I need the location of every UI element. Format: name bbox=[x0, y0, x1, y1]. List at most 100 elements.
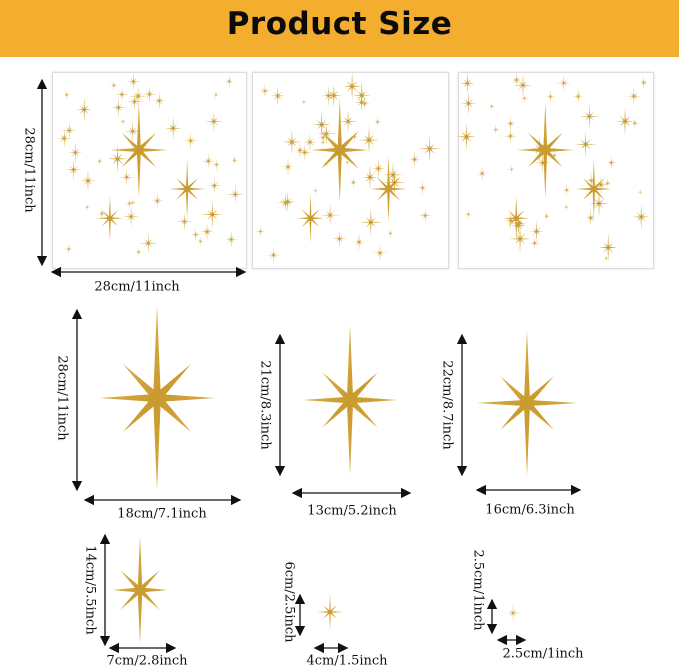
sheet-star-icon bbox=[545, 89, 556, 104]
sheet-star-icon bbox=[318, 130, 328, 145]
sheet-star-icon bbox=[382, 169, 407, 196]
sheet-star-icon bbox=[585, 209, 597, 227]
sheet-star-icon bbox=[603, 254, 609, 263]
sheet-height-label: 28cm/11inch bbox=[21, 127, 37, 213]
sheet-star-icon bbox=[588, 190, 610, 217]
sheet-star-icon bbox=[176, 212, 193, 232]
star-2-icon bbox=[302, 325, 398, 475]
sheet-star-icon bbox=[605, 155, 617, 171]
sheet-star-icon bbox=[508, 164, 516, 174]
sheet-star-icon bbox=[68, 141, 83, 164]
sheet-star-icon bbox=[575, 159, 612, 219]
star-1-icon bbox=[99, 305, 215, 491]
star-6-icon bbox=[504, 604, 522, 622]
sheet-star-icon bbox=[417, 135, 442, 163]
sheet-star-icon bbox=[370, 156, 407, 222]
sheet-star-icon bbox=[110, 97, 127, 118]
sheet-star-icon bbox=[57, 128, 72, 149]
sheet-star-icon bbox=[331, 229, 348, 249]
sheet-star-icon bbox=[460, 91, 477, 116]
sheet-star-icon bbox=[514, 73, 532, 98]
sheet-star-icon bbox=[119, 116, 127, 127]
star-5-width-label: 4cm/1.5inch bbox=[306, 653, 388, 669]
sheet-star-icon bbox=[572, 88, 584, 105]
sticker-sheet-2 bbox=[252, 72, 449, 269]
sheet-star-icon bbox=[277, 192, 295, 214]
sticker-sheet-3 bbox=[458, 72, 654, 269]
sheet-star-icon bbox=[201, 152, 215, 170]
sheet-star-icon bbox=[303, 132, 317, 152]
sheet-star-icon bbox=[352, 81, 371, 110]
star-5-height-label: 6cm/2.5inch bbox=[281, 561, 297, 643]
sheet-star-icon bbox=[128, 85, 148, 107]
sheet-star-icon bbox=[460, 72, 475, 95]
sheet-star-icon bbox=[110, 102, 168, 198]
star-5-icon bbox=[317, 593, 343, 631]
sheet-star-icon bbox=[417, 180, 428, 196]
sheet-star-icon bbox=[311, 97, 369, 203]
sheet-star-icon bbox=[508, 224, 532, 254]
sheet-star-icon bbox=[593, 175, 609, 195]
sheet-star-icon bbox=[359, 208, 383, 237]
sheet-star-icon bbox=[584, 172, 598, 189]
sheet-star-icon bbox=[109, 79, 119, 92]
sheet-star-icon bbox=[321, 85, 336, 107]
sheet-star-icon bbox=[503, 127, 518, 145]
sheet-star-icon bbox=[96, 155, 104, 167]
sheet-star-icon bbox=[96, 195, 124, 241]
sheet-star-icon bbox=[615, 106, 635, 136]
sheet-star-icon bbox=[266, 246, 281, 264]
sheet-star-icon bbox=[62, 120, 77, 140]
sheet-star-icon bbox=[384, 180, 395, 192]
sheet-star-icon bbox=[124, 197, 135, 210]
sheet-star-icon bbox=[320, 203, 340, 227]
sheet-star-icon bbox=[224, 230, 238, 249]
sheet-star-icon bbox=[115, 86, 129, 103]
sheet-star-icon bbox=[281, 157, 295, 176]
sheet-star-icon bbox=[207, 176, 222, 195]
sheet-star-icon bbox=[169, 159, 206, 219]
sheet-star-icon bbox=[312, 186, 319, 195]
sheet-star-icon bbox=[372, 244, 388, 262]
sheet-star-icon bbox=[122, 206, 140, 228]
sheet-star-icon bbox=[297, 193, 324, 243]
sheet-star-icon bbox=[226, 184, 244, 205]
sheet-star-icon bbox=[504, 211, 517, 230]
sheet-star-icon bbox=[151, 192, 164, 210]
sheet-star-icon bbox=[510, 71, 523, 89]
sheet-star-icon bbox=[639, 75, 649, 90]
star-4-width-label: 7cm/2.8inch bbox=[106, 653, 188, 669]
sheet-star-icon bbox=[627, 86, 641, 106]
sheet-star-icon bbox=[538, 138, 551, 158]
star-3-height-label: 22cm/8.7inch bbox=[439, 360, 455, 450]
star-4-height-label: 14cm/5.5inch bbox=[82, 545, 98, 635]
star-2-height-label: 21cm/8.3inch bbox=[257, 360, 273, 450]
sheet-star-icon bbox=[533, 152, 553, 174]
sheet-star-icon bbox=[418, 207, 433, 224]
sheet-star-icon bbox=[338, 109, 358, 134]
star-3-icon bbox=[477, 330, 577, 476]
star-6-height-label: 2.5cm/1inch bbox=[470, 549, 486, 631]
sheet-star-icon bbox=[119, 168, 135, 186]
sheet-star-icon bbox=[316, 122, 336, 145]
sheet-star-icon bbox=[350, 130, 359, 143]
sheet-star-icon bbox=[598, 232, 618, 263]
sheet-star-icon bbox=[529, 220, 544, 243]
sheet-star-icon bbox=[63, 88, 71, 101]
sheet-star-icon bbox=[318, 137, 327, 147]
sheet-star-icon bbox=[476, 165, 488, 182]
sheet-star-icon bbox=[294, 141, 306, 159]
sheet-star-icon bbox=[505, 115, 516, 132]
sheet-star-icon bbox=[574, 130, 597, 159]
sheet-star-icon bbox=[224, 74, 235, 89]
sheet-star-icon bbox=[139, 231, 158, 255]
sheet-star-icon bbox=[562, 202, 570, 212]
sheet-star-icon bbox=[124, 120, 142, 142]
sheet-star-icon bbox=[125, 72, 142, 91]
title-banner bbox=[0, 0, 679, 57]
sheet-star-icon bbox=[488, 101, 495, 112]
sheet-star-icon bbox=[528, 235, 541, 251]
sheet-star-icon bbox=[312, 110, 331, 139]
sheet-star-icon bbox=[152, 91, 166, 111]
